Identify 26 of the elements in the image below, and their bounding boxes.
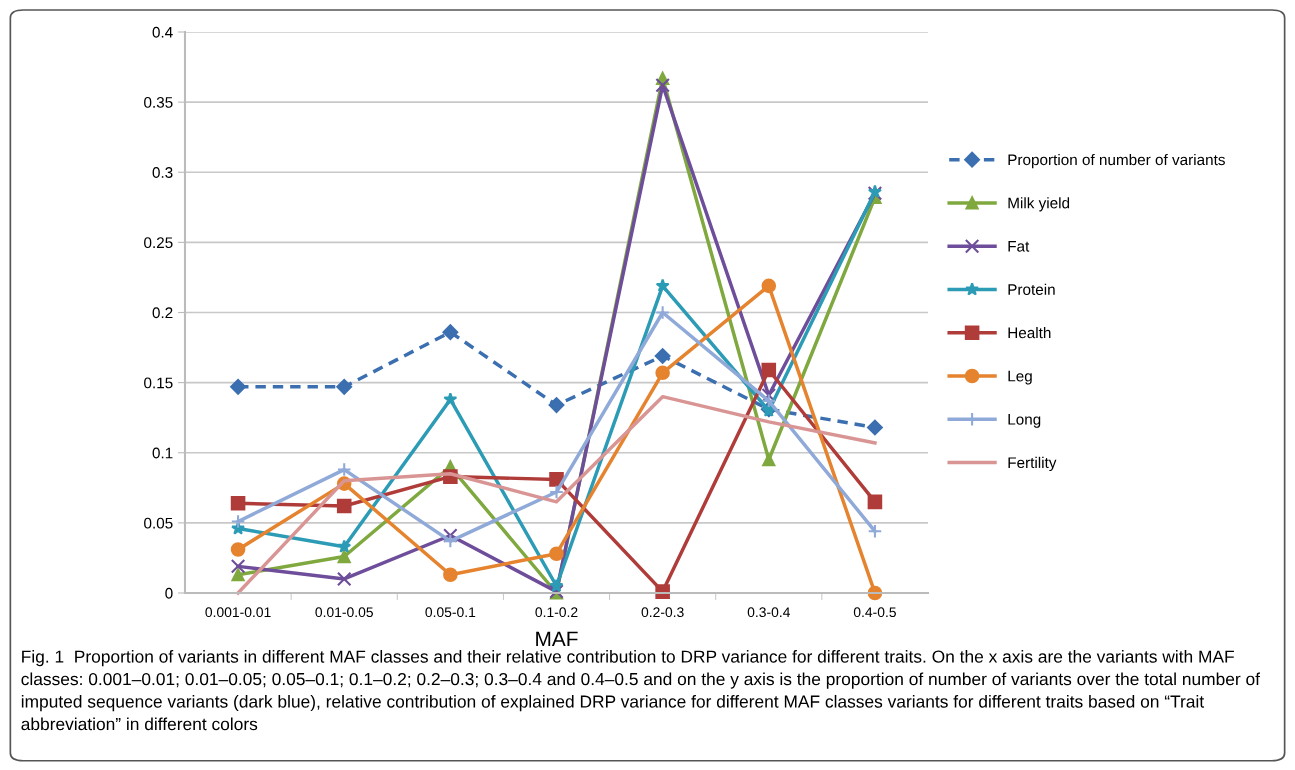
legend-label: Protein bbox=[1008, 283, 1055, 295]
y-tick-label: 0.05 bbox=[144, 517, 173, 529]
legend-label: Leg bbox=[1008, 370, 1032, 385]
legend-label: Health bbox=[1008, 327, 1051, 339]
x-tick-label: 0.05-0.1 bbox=[425, 607, 476, 618]
legend-label: Fertility bbox=[1008, 456, 1057, 472]
y-tick-label: 0.4 bbox=[152, 26, 173, 38]
y-tick-label: 0 bbox=[165, 587, 173, 599]
x-tick-label: 0.01-0.05 bbox=[315, 607, 373, 618]
legend-label: Milk yield bbox=[1008, 197, 1070, 212]
x-tick-label: 0.1-0.2 bbox=[535, 607, 578, 618]
y-tick-label: 0.35 bbox=[144, 96, 173, 108]
y-tick-label: 0.1 bbox=[152, 447, 173, 459]
x-tick-label: 0.4-0.5 bbox=[853, 607, 896, 618]
y-tick-label: 0.2 bbox=[152, 307, 173, 319]
legend-label: Long bbox=[1008, 414, 1041, 428]
legend-label: Proportion of number of variants bbox=[1008, 153, 1225, 169]
legend-label: Fat bbox=[1008, 241, 1030, 252]
x-tick-label: 0.3-0.4 bbox=[747, 607, 790, 618]
y-tick-label: 0.3 bbox=[152, 167, 173, 178]
y-tick-label: 0.15 bbox=[144, 377, 173, 389]
caption: Fig. 1 Proportion of variants in different MAF classes and their relative contribution to DRP variance for different traits. On the x axis are the variants with MAF classes: 0.001–0.01; 0.01–0.05; 0.05–0.1; 0.1–0.2; 0.2–0.3; 0.3–0.4 and 0.4–0.5 and on the y axis is the proportion of number of variants over the total number of imputed sequence variants (dark blue), relative contribution of explained DRP variance for different MAF classes variants for different traits based on “Trait abbreviation” in different colors bbox=[21, 650, 1261, 731]
x-axis-title: MAF bbox=[536, 631, 578, 647]
x-tick-label: 0.001-0.01 bbox=[205, 607, 271, 618]
x-tick-label: 0.2-0.3 bbox=[641, 607, 684, 618]
y-tick-label: 0.25 bbox=[144, 237, 173, 249]
